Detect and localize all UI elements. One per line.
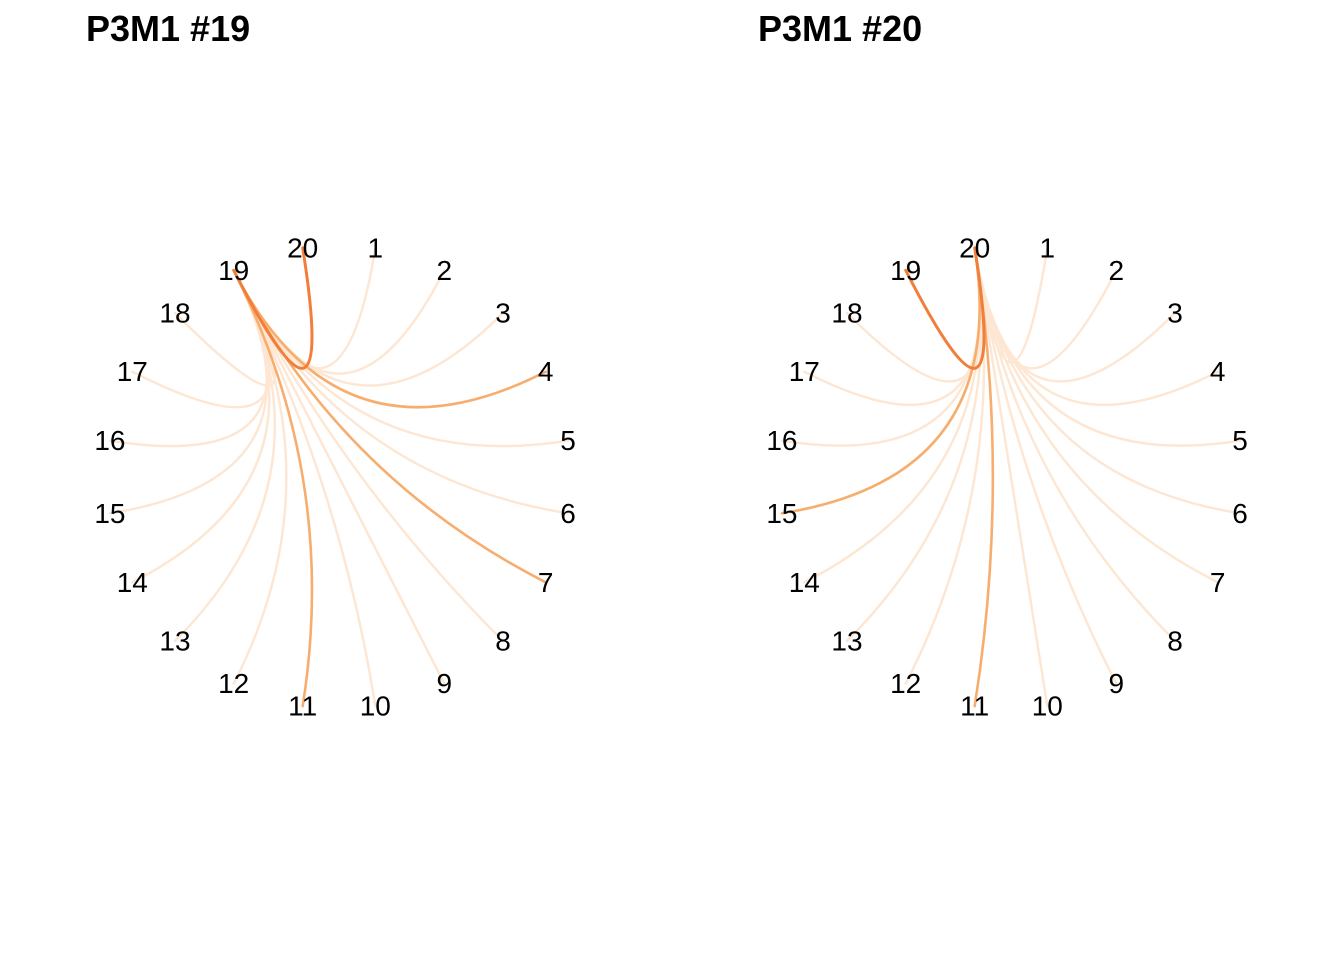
link-20-to-5: [973, 246, 1242, 447]
node-label-18: 18: [831, 298, 862, 329]
node-label-4: 4: [538, 356, 554, 387]
node-label-13: 13: [159, 626, 190, 657]
node-label-5: 5: [560, 425, 576, 456]
node-label-4: 4: [1210, 356, 1226, 387]
node-label-3: 3: [1167, 298, 1183, 329]
node-label-12: 12: [218, 668, 249, 699]
node-label-18: 18: [159, 298, 190, 329]
link-20-to-19: [904, 246, 986, 370]
node-label-1: 1: [1040, 232, 1056, 263]
node-label-5: 5: [1232, 425, 1248, 456]
node-label-17: 17: [117, 356, 148, 387]
link-20-to-12: [904, 246, 986, 685]
node-label-1: 1: [368, 232, 384, 263]
node-label-13: 13: [831, 626, 862, 657]
link-19-to-14: [131, 269, 271, 584]
node-label-3: 3: [495, 298, 511, 329]
link-20-to-15: [780, 246, 981, 515]
link-19-to-20: [232, 246, 314, 370]
panel-title: P3M1 #20: [758, 8, 923, 49]
node-label-17: 17: [789, 356, 820, 387]
node-label-11: 11: [960, 691, 989, 722]
link-19-to-4: [232, 269, 547, 409]
node-label-10: 10: [360, 691, 391, 722]
node-label-7: 7: [1210, 567, 1226, 598]
link-20-to-3: [973, 246, 1177, 383]
node-label-9: 9: [437, 668, 453, 699]
node-label-8: 8: [495, 626, 511, 657]
links-group: [780, 246, 1242, 708]
panel-title: P3M1 #19: [86, 8, 251, 49]
link-19-to-11: [232, 269, 314, 708]
node-label-6: 6: [1232, 498, 1248, 529]
link-19-to-9: [232, 269, 446, 685]
node-label-6: 6: [560, 498, 576, 529]
node-label-7: 7: [538, 567, 554, 598]
node-label-15: 15: [766, 498, 797, 529]
link-20-to-8: [973, 246, 1177, 643]
links-group: [108, 246, 570, 708]
node-label-19: 19: [218, 255, 249, 286]
panel-p3m1-20: P3M1 #20 1 2 3 4 5 6 7 8 9 10 11 12 13 14 15 16 17 18 19 20: [672, 0, 1344, 960]
node-label-11: 11: [288, 691, 317, 722]
node-label-2: 2: [1109, 255, 1125, 286]
node-label-12: 12: [890, 668, 921, 699]
node-label-14: 14: [789, 567, 820, 598]
link-19-to-5: [232, 269, 570, 448]
node-label-20: 20: [287, 232, 318, 263]
node-label-10: 10: [1032, 691, 1063, 722]
node-label-14: 14: [117, 567, 148, 598]
node-label-2: 2: [437, 255, 453, 286]
node-label-20: 20: [959, 232, 990, 263]
node-label-15: 15: [94, 498, 125, 529]
link-20-to-10: [973, 246, 1049, 708]
panel-p3m1-19: P3M1 #19 1 2 3 4 5 6 7 8 9 10 11 12 13 14 15 16 17 18 19 20: [86, 8, 576, 722]
node-label-9: 9: [1109, 668, 1125, 699]
link-20-to-9: [973, 246, 1118, 685]
node-label-16: 16: [94, 425, 125, 456]
node-label-8: 8: [1167, 626, 1183, 657]
node-label-16: 16: [766, 425, 797, 456]
node-label-19: 19: [890, 255, 921, 286]
